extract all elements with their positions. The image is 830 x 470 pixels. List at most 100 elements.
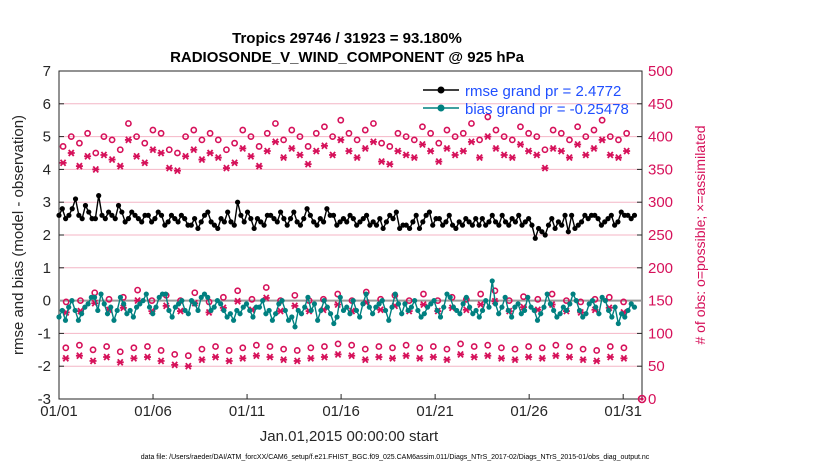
obs-assimilated-marker — [75, 162, 83, 170]
obs-assimilated-stroke — [443, 144, 451, 152]
obs-assimilated-marker — [369, 138, 377, 146]
obs-assimilated-stroke — [174, 167, 181, 175]
rmse-point — [92, 216, 98, 222]
bias-point — [412, 298, 418, 304]
obs-possible-marker — [491, 287, 499, 295]
obs-assimilated-marker — [497, 354, 505, 362]
obs-possible-marker — [548, 290, 556, 298]
obs-assimilated-marker — [565, 353, 573, 361]
bias-point — [250, 314, 256, 320]
obs-possible-marker — [225, 347, 233, 354]
y-left-tick-label: 2 — [43, 227, 51, 244]
obs-assimilated-marker — [266, 353, 274, 361]
rmse-point — [258, 219, 264, 225]
rmse-point — [615, 219, 621, 225]
obs-assimilated-marker — [165, 164, 173, 172]
y-right-tick-labels: 0 50 100 150 200 250 300 350 400 450 500 — [648, 63, 673, 408]
obs-possible-marker — [105, 295, 113, 303]
obs-possible-marker — [130, 344, 138, 352]
obs-assimilated-stroke — [470, 353, 478, 361]
obs-assimilated-stroke — [92, 165, 99, 173]
obs-possible-marker — [484, 341, 492, 349]
bias-point — [573, 298, 579, 304]
obs-assimilated-stroke — [345, 147, 353, 155]
rmse-point — [218, 216, 224, 222]
rmse-point — [625, 212, 631, 218]
obs-assimilated-stroke — [620, 354, 628, 362]
rmse-point — [453, 225, 459, 232]
bias-point — [240, 304, 246, 310]
bias-point — [56, 314, 62, 320]
obs-possible-marker — [451, 133, 459, 140]
bias-point — [208, 307, 214, 314]
rmse-point — [496, 222, 502, 228]
obs-assimilated-marker — [492, 144, 500, 152]
obs-possible-marker — [405, 297, 413, 304]
bias-point — [59, 307, 65, 314]
obs-possible-marker — [394, 129, 402, 137]
bias-point — [214, 298, 221, 304]
obs-assimilated-stroke — [100, 151, 108, 159]
rmse-point — [76, 212, 82, 218]
rmse-point — [449, 222, 456, 228]
y-right-tick-label: 200 — [648, 260, 673, 277]
bias-point — [567, 301, 573, 307]
obs-possible-marker — [266, 343, 274, 350]
bias-point — [612, 304, 618, 310]
rmse-point — [347, 212, 353, 218]
rmse-point — [192, 216, 198, 222]
bias-point — [531, 307, 537, 314]
bias-point — [224, 314, 230, 320]
legend-bias-label: bias grand pr = -0.25478 — [465, 101, 629, 118]
obs-zero-marker-center — [640, 397, 644, 401]
bias-point — [382, 307, 389, 314]
obs-assimilated-marker — [500, 151, 508, 159]
obs-possible-marker — [590, 126, 598, 134]
rmse-point — [410, 219, 416, 225]
bias-point — [350, 298, 356, 304]
obs-assimilated-stroke — [272, 138, 279, 146]
obs-assimilated-stroke — [451, 151, 459, 159]
obs-assimilated-marker — [130, 354, 138, 362]
obs-assimilated-stroke — [430, 353, 437, 361]
bias-point — [321, 298, 327, 304]
bias-point — [98, 291, 104, 297]
obs-possible-marker — [77, 297, 84, 304]
bias-point — [243, 301, 250, 307]
bias-point — [192, 301, 198, 307]
obs-assimilated-stroke — [477, 300, 484, 309]
obs-possible-marker — [288, 126, 296, 134]
obs-assimilated-stroke — [615, 154, 622, 162]
rmse-point — [483, 222, 489, 228]
rmse-point — [268, 212, 274, 218]
obs-assimilated-marker — [538, 354, 546, 362]
bias-point — [218, 301, 224, 307]
obs-assimilated-stroke — [68, 149, 75, 157]
bias-point — [230, 317, 237, 323]
y-left-tick-label: 4 — [43, 161, 51, 178]
rmse-point — [569, 212, 575, 218]
obs-assimilated-stroke — [133, 152, 140, 160]
rmse-point — [420, 219, 426, 225]
rmse-point — [72, 196, 79, 202]
obs-assimilated-marker — [606, 151, 614, 159]
rmse-point — [82, 202, 89, 209]
bias-point — [130, 314, 136, 320]
bias-point — [179, 298, 185, 304]
obs-possible-marker — [134, 286, 142, 294]
obs-assimilated-marker — [89, 357, 97, 365]
obs-possible-marker — [429, 343, 437, 350]
obs-possible-marker — [247, 133, 255, 140]
obs-possible-marker — [348, 341, 356, 349]
obs-assimilated-stroke — [166, 164, 173, 172]
bias-point — [431, 298, 437, 304]
obs-assimilated-stroke — [525, 353, 532, 361]
y-right-tick-label: 350 — [648, 161, 673, 178]
bias-point — [150, 311, 156, 317]
obs-assimilated-stroke — [337, 136, 344, 144]
rmse-point — [575, 222, 581, 228]
obs-assimilated-stroke — [239, 354, 246, 362]
rmse-point — [628, 216, 634, 222]
rmse-point — [512, 219, 519, 225]
rmse-point — [102, 216, 108, 222]
